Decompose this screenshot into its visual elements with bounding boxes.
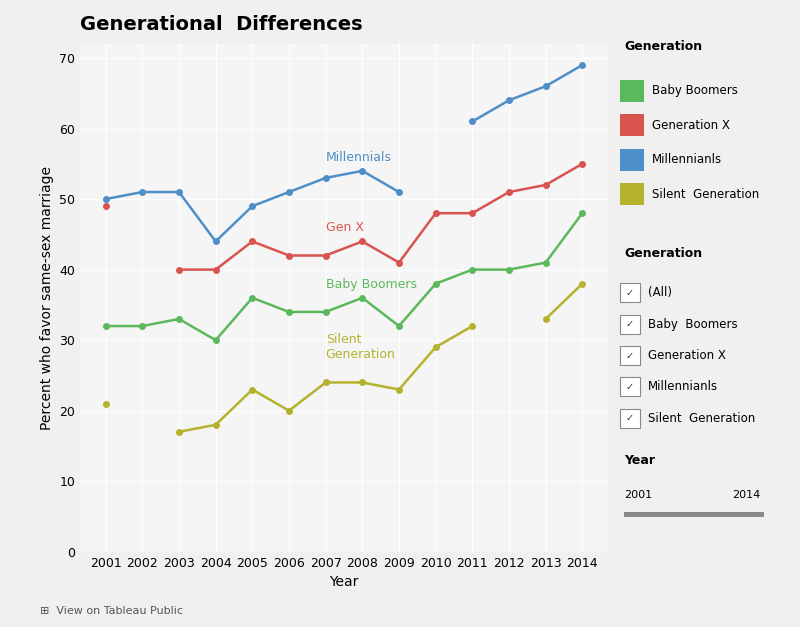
Circle shape <box>551 507 800 522</box>
Text: Baby Boomers: Baby Boomers <box>652 85 738 97</box>
Text: Generation X: Generation X <box>652 119 730 132</box>
Text: Generational  Differences: Generational Differences <box>80 15 362 34</box>
Text: Millennianls: Millennianls <box>652 154 722 166</box>
Text: Gen X: Gen X <box>326 221 364 234</box>
Y-axis label: Percent who favor same-sex marriage: Percent who favor same-sex marriage <box>39 166 54 430</box>
Circle shape <box>417 507 800 522</box>
Text: Millennianls: Millennianls <box>648 381 718 393</box>
Text: ✓: ✓ <box>626 382 634 392</box>
Text: (All): (All) <box>648 287 672 299</box>
Text: Generation X: Generation X <box>648 349 726 362</box>
Text: Baby  Boomers: Baby Boomers <box>648 318 738 330</box>
Text: Silent
Generation: Silent Generation <box>326 334 395 361</box>
Text: ⊞  View on Tableau Public: ⊞ View on Tableau Public <box>40 606 183 616</box>
Text: ✓: ✓ <box>626 350 634 361</box>
Text: Generation: Generation <box>624 40 702 53</box>
Text: Generation: Generation <box>624 247 702 260</box>
Text: Baby Boomers: Baby Boomers <box>326 278 417 291</box>
Text: ✓: ✓ <box>626 413 634 423</box>
Text: Millennials: Millennials <box>326 151 392 164</box>
Text: Silent  Generation: Silent Generation <box>648 412 755 424</box>
X-axis label: Year: Year <box>330 575 358 589</box>
Text: ✓: ✓ <box>626 319 634 329</box>
Text: 2014: 2014 <box>732 490 760 500</box>
Text: 2001: 2001 <box>624 490 652 500</box>
Text: Year: Year <box>624 454 655 467</box>
Text: ✓: ✓ <box>626 288 634 298</box>
Text: Silent  Generation: Silent Generation <box>652 188 759 201</box>
